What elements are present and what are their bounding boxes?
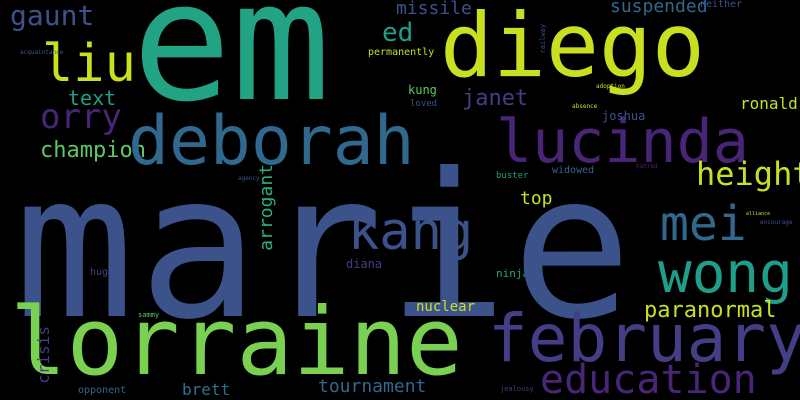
- word-tournament: tournament: [318, 376, 427, 397]
- word-lucinda: lucinda: [496, 107, 749, 177]
- word-janet: janet: [462, 86, 529, 111]
- word-february: february: [488, 300, 800, 377]
- word-ed: ed: [382, 18, 414, 48]
- word-absence: absence: [572, 103, 598, 110]
- word-neither: neither: [700, 0, 743, 10]
- word-lorraine: lorraine: [10, 288, 463, 397]
- word-buster: buster: [496, 171, 529, 181]
- word-kang: kang: [348, 202, 474, 262]
- word-deborah: deborah: [128, 102, 415, 181]
- word-orry: orry: [40, 97, 122, 137]
- word-height: height: [696, 155, 800, 193]
- word-ronald: ronald: [740, 94, 798, 113]
- word-missile: missile: [396, 0, 472, 19]
- word-diana: diana: [346, 257, 383, 271]
- word-adoption: adoption: [596, 83, 625, 90]
- word-liu: liu: [42, 34, 136, 94]
- word-suspended: suspended: [610, 0, 708, 17]
- word-sammy: sammy: [138, 311, 160, 319]
- word-alliance: alliance: [746, 211, 771, 217]
- word-permanently: permanently: [368, 47, 435, 58]
- word-hugh: hugh: [90, 267, 115, 278]
- word-text: text: [68, 86, 117, 110]
- word-opponent: opponent: [78, 385, 127, 396]
- word-paranormal: paranormal: [644, 298, 777, 323]
- word-em: em: [132, 0, 331, 138]
- word-wong: wong: [658, 241, 793, 306]
- word-joshua: joshua: [602, 109, 646, 123]
- word-agency: agency: [238, 175, 260, 182]
- word-jealousy: jealousy: [500, 385, 534, 393]
- word-mei: mei: [660, 196, 747, 252]
- word-top: top: [520, 188, 553, 209]
- word-ninja: ninja: [496, 267, 530, 280]
- word-education: education: [540, 357, 757, 400]
- word-diego: diego: [440, 0, 705, 97]
- word-kung: kung: [408, 83, 437, 97]
- word-crisis: crisis: [34, 326, 53, 384]
- word-champion: champion: [40, 138, 146, 163]
- word-loved: loved: [410, 99, 438, 109]
- word-gaunt: gaunt: [10, 0, 95, 32]
- word-railway: railway: [539, 24, 547, 54]
- word-nuclear: nuclear: [416, 299, 476, 315]
- word-widowed: widowed: [552, 165, 595, 176]
- word-acquaintance: acquaintance: [20, 49, 64, 56]
- word-encourage: encourage: [760, 219, 793, 226]
- word-brett: brett: [182, 380, 231, 399]
- word-hatred: hatred: [636, 163, 658, 170]
- word-marie: marie: [14, 131, 637, 364]
